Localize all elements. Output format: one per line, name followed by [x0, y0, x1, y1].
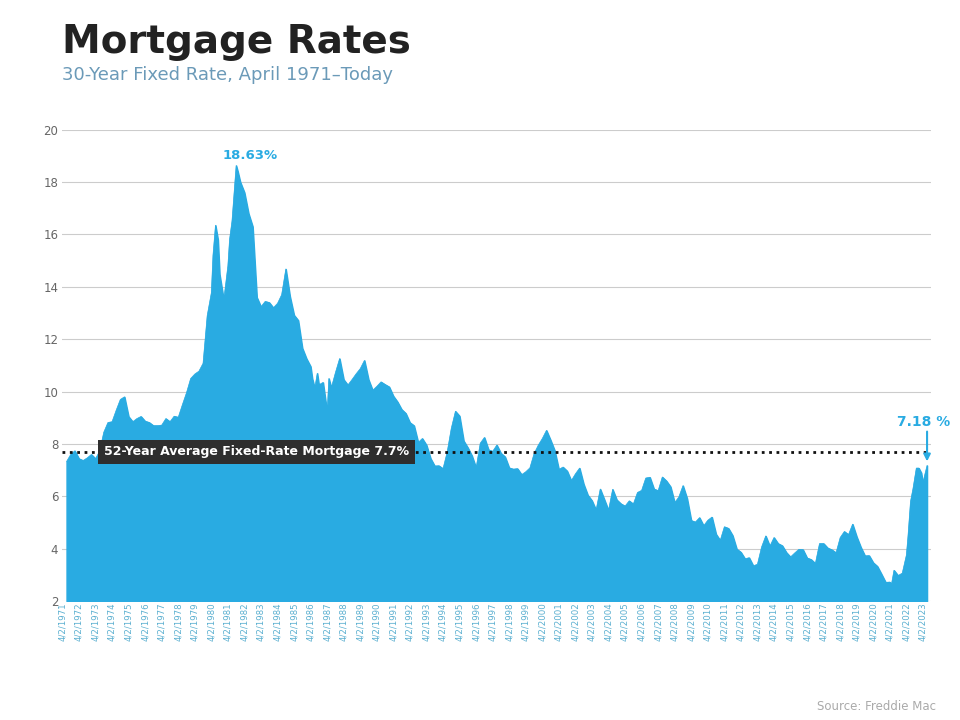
Text: 52-Year Average Fixed-Rate Mortgage 7.7%: 52-Year Average Fixed-Rate Mortgage 7.7%: [104, 446, 409, 459]
Text: 18.63%: 18.63%: [223, 149, 278, 162]
Text: 7.18 %: 7.18 %: [898, 415, 950, 429]
Text: Source: Freddie Mac: Source: Freddie Mac: [817, 700, 936, 713]
Text: Mortgage Rates: Mortgage Rates: [62, 23, 411, 61]
Text: 30-Year Fixed Rate, April 1971–Today: 30-Year Fixed Rate, April 1971–Today: [62, 66, 394, 84]
